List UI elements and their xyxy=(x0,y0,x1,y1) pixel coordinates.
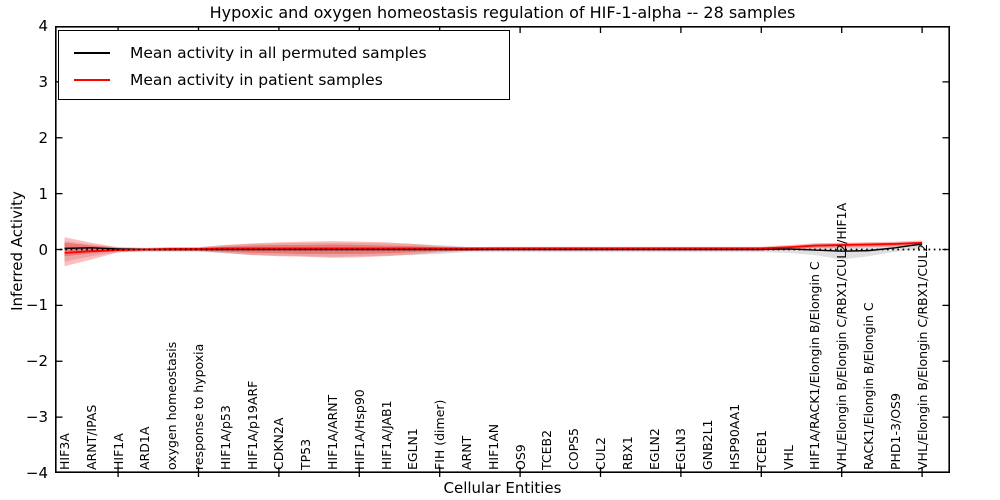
x-tick-label: EGLN1 xyxy=(405,428,421,470)
x-tick-label: HIF1AN xyxy=(485,423,501,470)
x-tick-label: GNB2L1 xyxy=(700,419,716,470)
x-tick-label: ARNT/IPAS xyxy=(83,404,99,470)
y-tick-label: −4 xyxy=(25,464,48,482)
legend-label-permuted: Mean activity in all permuted samples xyxy=(130,43,427,62)
x-tick-label: EGLN3 xyxy=(673,428,689,470)
x-tick-label: TCEB2 xyxy=(539,429,555,470)
y-tick-label: 4 xyxy=(38,17,48,35)
x-tick-label: HIF1A/ARNT xyxy=(325,394,340,470)
patient-std-band-outer xyxy=(64,237,923,267)
x-tick-label: OS9 xyxy=(512,444,528,470)
y-tick-label: 2 xyxy=(38,128,48,147)
permuted-std-band xyxy=(64,241,923,262)
x-tick-label: EGLN2 xyxy=(646,428,662,470)
x-axis-title: Cellular Entities xyxy=(443,479,562,497)
x-tick-label: ARD1A xyxy=(137,426,153,470)
chart-title: Hypoxic and oxygen homeostasis regulatio… xyxy=(209,3,796,22)
x-tick-label: VHL xyxy=(780,445,796,470)
y-tick-label: 0 xyxy=(38,240,48,259)
x-tick-label: HIF1A/Hsp90 xyxy=(351,389,367,470)
x-tick-label: oxygen homeostasis xyxy=(164,341,180,470)
plot-frame xyxy=(55,26,950,473)
x-tick-label: FIH (dimer) xyxy=(432,399,448,470)
x-tick-label: TP53 xyxy=(298,438,314,470)
legend-entry-permuted: Mean activity in all permuted samples xyxy=(74,39,509,66)
y-tick-label: 1 xyxy=(38,184,48,203)
y-tick-label: −3 xyxy=(25,408,48,427)
x-tick-label: response to hypoxia xyxy=(191,343,206,470)
x-tick-label: HIF1A/p53 xyxy=(217,405,233,470)
x-tick-label: HIF1A xyxy=(110,433,126,470)
patient-line-swatch xyxy=(74,78,110,81)
plot-area xyxy=(55,26,950,477)
patient-mean-line xyxy=(64,241,923,254)
legend-box: Mean activity in all permuted samples Me… xyxy=(58,30,510,100)
x-tick-label: HSP90AA1 xyxy=(727,403,742,470)
permuted-line-swatch xyxy=(74,51,110,54)
x-tick-label: CDKN2A xyxy=(271,417,287,470)
y-tick-label: 3 xyxy=(38,72,48,91)
x-tick-label: COPS5 xyxy=(566,428,582,470)
x-tick-label: VHL/Elongin B/Elongin C/RBX1/CUL2 xyxy=(914,243,930,470)
x-tick-label: CUL2 xyxy=(593,437,608,470)
x-tick-label: HIF1A/p19ARF xyxy=(244,380,260,470)
x-tick-label: ARNT xyxy=(459,435,474,470)
y-tick-label: −2 xyxy=(25,352,48,371)
x-tick-label: PHD1-3/OS9 xyxy=(887,393,903,470)
x-tick-label: HIF3A xyxy=(57,433,72,470)
legend-entry-patient: Mean activity in patient samples xyxy=(74,66,509,93)
x-tick-label: HIF1A/JAB1 xyxy=(378,400,394,470)
x-tick-label: TCEB1 xyxy=(753,429,769,470)
y-tick-label: −1 xyxy=(25,296,48,315)
x-tick-label: RBX1 xyxy=(619,436,635,470)
x-tick-label: HIF1A/RACK1/Elongin B/Elongin C xyxy=(807,261,823,470)
x-tick-label: VHL/Elongin B/Elongin C/RBX1/CUL2/HIF1A xyxy=(834,202,850,470)
legend-label-patient: Mean activity in patient samples xyxy=(130,70,383,89)
x-tick-label: RACK1/Elongin B/Elongin C xyxy=(861,302,876,470)
